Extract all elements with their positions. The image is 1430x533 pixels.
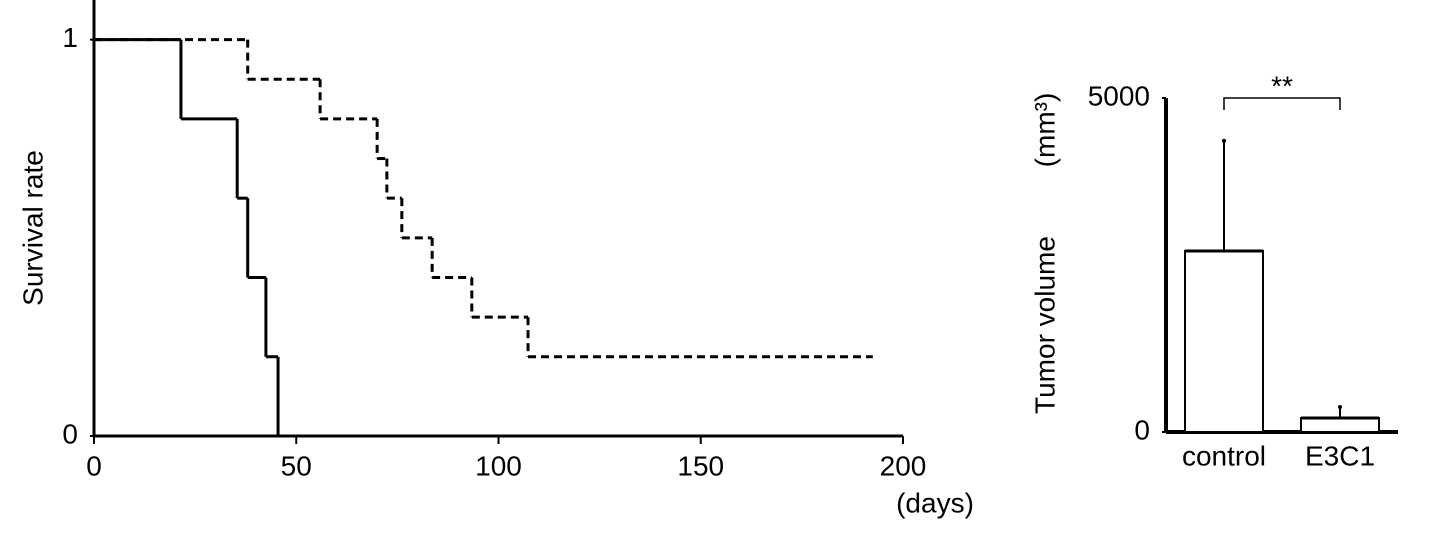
y-tick-label: 5000 (1088, 80, 1150, 111)
x-tick-label: E3C1 (1305, 440, 1375, 471)
y-tick-label: 1 (62, 22, 78, 53)
significance-bracket (1223, 97, 1341, 110)
bar (1184, 249, 1264, 433)
x-axis-label: (days) (896, 487, 974, 518)
bar (1300, 416, 1380, 433)
y-axis-unit: (mm³) (1029, 93, 1060, 168)
error-cap (1338, 404, 1342, 409)
x-tick-label: 0 (86, 450, 102, 481)
x-tick-label: 50 (281, 450, 312, 481)
x-tick-label: 100 (475, 450, 522, 481)
x-tick-label: 200 (880, 450, 927, 481)
error-cap (1222, 138, 1226, 143)
y-axis-label: Tumor volume (1029, 236, 1060, 414)
y-tick-label: 0 (1134, 414, 1150, 445)
y-tick-label: 0 (62, 418, 78, 449)
significance-label: ** (1271, 70, 1293, 101)
y-axis-label: Survival rate (17, 150, 48, 306)
x-tick-label: 150 (677, 450, 724, 481)
x-tick-label: control (1182, 440, 1266, 471)
